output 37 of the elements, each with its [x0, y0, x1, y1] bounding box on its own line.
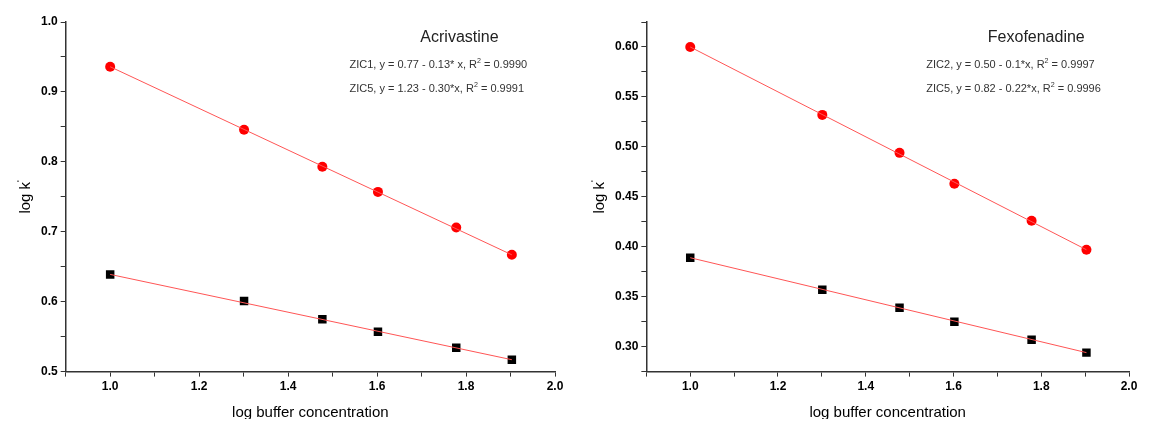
y-tick-label: 0.50: [615, 139, 639, 154]
chart-title: Acrivastine: [420, 28, 499, 45]
point: [507, 355, 517, 364]
y-tick-label: 0.40: [615, 239, 639, 254]
y-tick-label: 0.7: [40, 224, 58, 239]
x-tick-label: 2.0: [1120, 379, 1138, 394]
x-tick-label: 1.8: [1032, 379, 1050, 394]
y-tick-label: 0.9: [40, 84, 58, 99]
x-tick-label: 1.2: [769, 379, 787, 394]
point: [105, 270, 115, 279]
x-tick-label: 1.6: [368, 379, 386, 394]
point: [506, 249, 517, 260]
y-axis-title: log k': [588, 179, 607, 214]
y-tick-label: 0.45: [615, 189, 639, 204]
y-tick-label: 0.6: [40, 293, 58, 308]
y-tick-label: 0.60: [615, 39, 639, 54]
point: [685, 41, 696, 52]
y-tick-label: 0.35: [615, 289, 639, 303]
x-tick-label: 1.0: [101, 379, 119, 394]
y-axis-title: log k': [14, 179, 33, 214]
y-tick-label: 0.55: [615, 89, 639, 104]
x-tick-label: 1.4: [279, 379, 297, 394]
x-tick-label: 1.6: [945, 379, 963, 394]
point: [1081, 244, 1092, 255]
point: [105, 61, 116, 72]
x-tick-label: 1.8: [457, 379, 475, 394]
x-tick-label: 1.4: [857, 379, 875, 394]
y-tick-label: 0.30: [615, 338, 639, 353]
y-tick-label: 0.8: [40, 154, 58, 169]
point: [685, 253, 695, 262]
x-tick-label: 2.0: [546, 379, 564, 394]
y-tick-label: 1.0: [40, 14, 58, 29]
chart-title: Fexofenadine: [987, 28, 1085, 45]
x-tick-label: 1.2: [190, 379, 208, 394]
x-tick-label: 1.0: [681, 379, 699, 394]
y-tick-label: 0.5: [40, 363, 58, 378]
point: [1082, 348, 1091, 357]
